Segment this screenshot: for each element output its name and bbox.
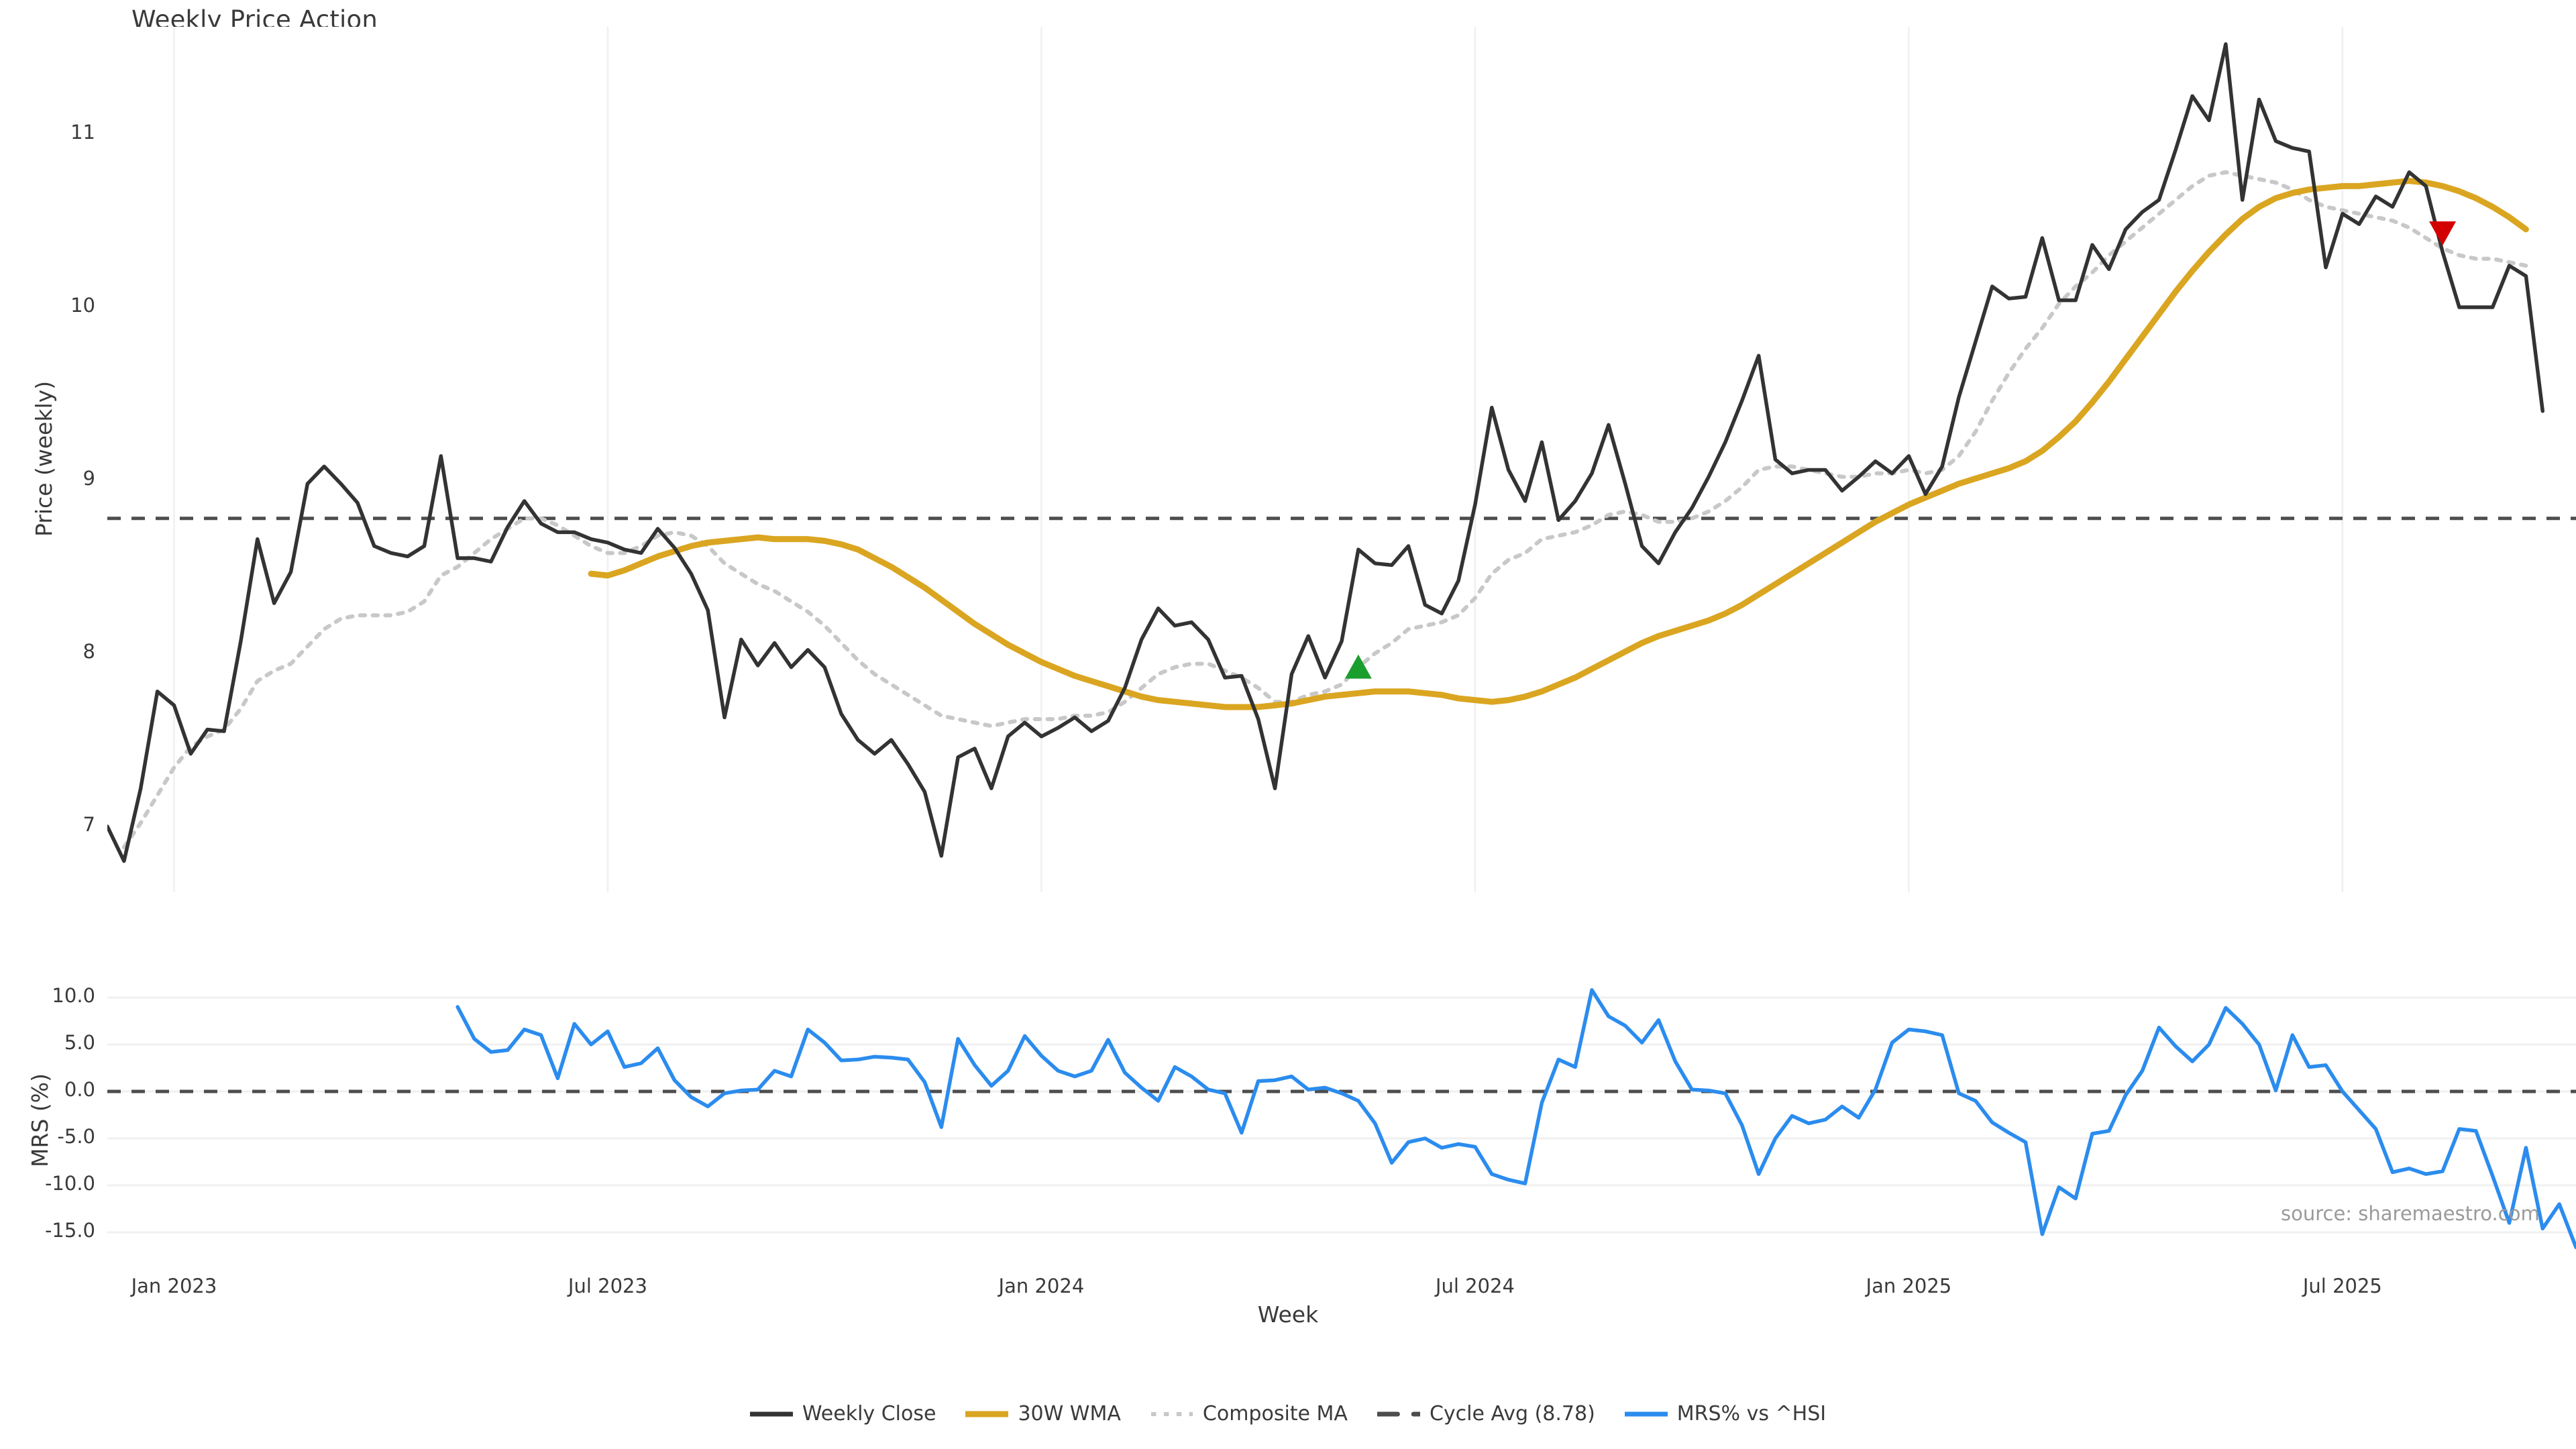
mrs-panel-ytick: 5.0 <box>64 1031 95 1054</box>
xtick: Jul 2023 <box>568 1275 647 1297</box>
source-watermark: source: sharemaestro.com <box>2281 1202 2540 1225</box>
legend-label: Cycle Avg (8.78) <box>1429 1402 1595 1426</box>
legend-item-composite-ma[interactable]: Composite MA <box>1150 1402 1348 1426</box>
legend-item-mrs-vs-hsi[interactable]: MRS% vs ^HSI <box>1624 1402 1827 1426</box>
mrs-panel-ytick: 0.0 <box>64 1078 95 1101</box>
price-panel-ytick: 10 <box>70 293 95 317</box>
legend-item-weekly-close[interactable]: Weekly Close <box>749 1402 936 1426</box>
xtick: Jan 2024 <box>998 1275 1085 1297</box>
legend-label: Composite MA <box>1202 1402 1348 1426</box>
price-panel-plot <box>107 27 2576 892</box>
sell-signal-marker-icon <box>2429 221 2457 246</box>
xtick: Jul 2024 <box>1435 1275 1515 1297</box>
legend-label: MRS% vs ^HSI <box>1676 1402 1827 1426</box>
mrs-panel-ytick: -5.0 <box>57 1125 95 1148</box>
mrs-panel-ytick: -15.0 <box>44 1219 95 1242</box>
mrs-panel-ytick: -10.0 <box>44 1172 95 1195</box>
series-30w-wma <box>588 178 2529 710</box>
chart-legend: Weekly Close 30W WMA Composite MA Cycle Avg… <box>0 1402 2576 1426</box>
series-weekly-close <box>107 42 2545 863</box>
legend-label: Weekly Close <box>802 1402 936 1426</box>
xtick: Jan 2023 <box>131 1275 217 1297</box>
buy-signal-marker-icon <box>1344 654 1372 679</box>
series-mrs-vs-hsi <box>455 988 2576 1250</box>
legend-swatch-icon <box>1377 1407 1420 1421</box>
x-axis-label: Week <box>1257 1301 1319 1328</box>
legend-label: 30W WMA <box>1018 1402 1121 1426</box>
price-panel-ytick: 11 <box>70 120 95 144</box>
legend-item-cycle-avg-8-78-[interactable]: Cycle Avg (8.78) <box>1377 1402 1595 1426</box>
price-panel-ytick: 8 <box>83 639 95 663</box>
mrs-panel-plot <box>107 974 2576 1256</box>
xtick: Jan 2025 <box>1866 1275 1952 1297</box>
legend-swatch-icon <box>1624 1407 1668 1421</box>
legend-swatch-icon <box>965 1407 1009 1421</box>
mrs-panel-ytick: 10.0 <box>52 984 95 1007</box>
legend-swatch-icon <box>1150 1407 1193 1421</box>
legend-swatch-icon <box>749 1407 793 1421</box>
price-y-axis-label: Price (weekly) <box>31 380 57 537</box>
xtick: Jul 2025 <box>2302 1275 2382 1297</box>
price-panel-ytick: 7 <box>83 812 95 836</box>
legend-item-30w-wma[interactable]: 30W WMA <box>965 1402 1121 1426</box>
price-panel-ytick: 9 <box>83 466 95 490</box>
series-composite-ma <box>121 170 2528 849</box>
